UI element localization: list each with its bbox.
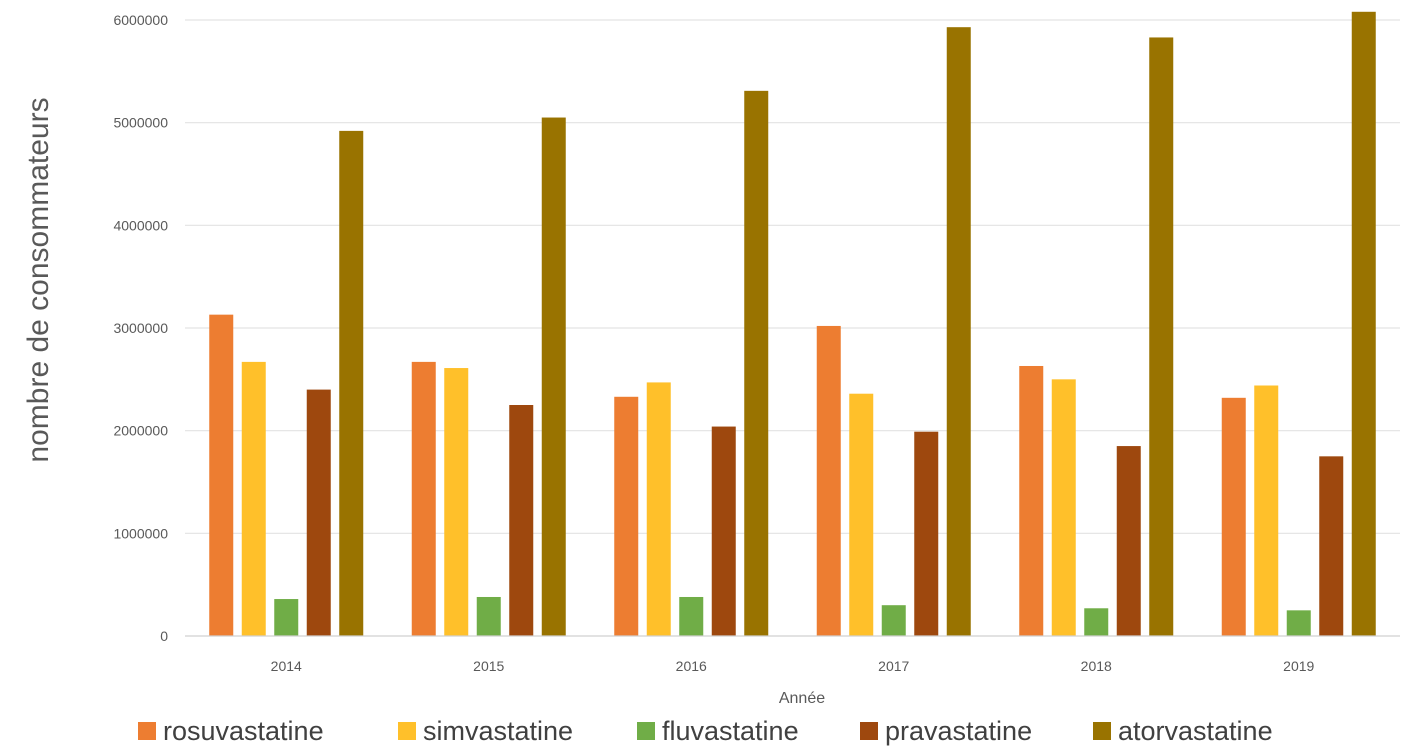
bar-pravastatine-2016 xyxy=(711,426,736,636)
x-tick-label: 2014 xyxy=(271,658,302,674)
bar-atorvastatine-2014 xyxy=(339,130,364,636)
bar-simvastatine-2019 xyxy=(1254,385,1279,636)
bar-rosuvastatine-2014 xyxy=(209,314,234,636)
legend-label-atorvastatine: atorvastatine xyxy=(1118,716,1273,746)
legend-label-fluvastatine: fluvastatine xyxy=(662,716,799,746)
legend-label-pravastatine: pravastatine xyxy=(885,716,1032,746)
bar-fluvastatine-2014 xyxy=(274,599,299,636)
y-tick-label: 3000000 xyxy=(113,320,168,336)
bar-pravastatine-2018 xyxy=(1116,446,1141,636)
legend-swatch-pravastatine xyxy=(860,722,878,740)
gridlines xyxy=(185,19,1400,534)
bar-atorvastatine-2017 xyxy=(946,27,971,637)
bar-simvastatine-2015 xyxy=(444,368,469,636)
y-tick-label: 6000000 xyxy=(113,12,168,28)
y-axis-title: nombre de consommateurs xyxy=(22,97,55,462)
bar-atorvastatine-2019 xyxy=(1351,11,1376,636)
bar-atorvastatine-2015 xyxy=(541,117,566,637)
y-tick-label: 4000000 xyxy=(113,217,168,233)
bar-rosuvastatine-2017 xyxy=(816,325,841,636)
bar-fluvastatine-2019 xyxy=(1286,610,1311,636)
bar-simvastatine-2017 xyxy=(849,393,874,636)
x-tick-label: 2016 xyxy=(676,658,707,674)
x-tick-label: 2017 xyxy=(878,658,909,674)
legend-swatch-fluvastatine xyxy=(637,722,655,740)
bar-pravastatine-2019 xyxy=(1319,456,1344,636)
bar-fluvastatine-2018 xyxy=(1084,608,1109,636)
legend: rosuvastatine simvastatine fluvastatine pra… xyxy=(138,716,1273,746)
x-tick-label: 2018 xyxy=(1081,658,1112,674)
bar-fluvastatine-2016 xyxy=(679,596,704,636)
bar-atorvastatine-2018 xyxy=(1149,37,1174,637)
bar-rosuvastatine-2018 xyxy=(1019,365,1044,636)
bar-pravastatine-2014 xyxy=(306,389,331,636)
bar-pravastatine-2017 xyxy=(914,431,939,636)
bar-pravastatine-2015 xyxy=(509,405,534,636)
bar-atorvastatine-2016 xyxy=(744,90,769,637)
bar-simvastatine-2018 xyxy=(1051,379,1076,636)
bar-rosuvastatine-2016 xyxy=(614,396,639,636)
bars xyxy=(209,11,1376,637)
bar-rosuvastatine-2019 xyxy=(1221,397,1246,636)
x-tick-label: 2015 xyxy=(473,658,504,674)
y-axis-tick-labels: 0 1000000 2000000 3000000 4000000 5000000 6000… xyxy=(113,12,168,644)
y-tick-label: 5000000 xyxy=(113,115,168,131)
legend-label-simvastatine: simvastatine xyxy=(423,716,573,746)
y-tick-label: 0 xyxy=(160,628,168,644)
bar-simvastatine-2014 xyxy=(241,361,266,636)
legend-label-rosuvastatine: rosuvastatine xyxy=(163,716,324,746)
x-tick-label: 2019 xyxy=(1283,658,1314,674)
y-tick-label: 1000000 xyxy=(113,525,168,541)
bar-simvastatine-2016 xyxy=(646,382,671,636)
legend-swatch-rosuvastatine xyxy=(138,722,156,740)
bar-rosuvastatine-2015 xyxy=(411,361,436,636)
x-axis-title: Année xyxy=(779,690,825,707)
legend-swatch-simvastatine xyxy=(398,722,416,740)
y-tick-label: 2000000 xyxy=(113,423,168,439)
x-axis-tick-labels: 2014 2015 2016 2017 2018 2019 xyxy=(271,658,1315,674)
legend-swatch-atorvastatine xyxy=(1093,722,1111,740)
bar-fluvastatine-2017 xyxy=(881,605,906,636)
bar-fluvastatine-2015 xyxy=(476,596,501,636)
